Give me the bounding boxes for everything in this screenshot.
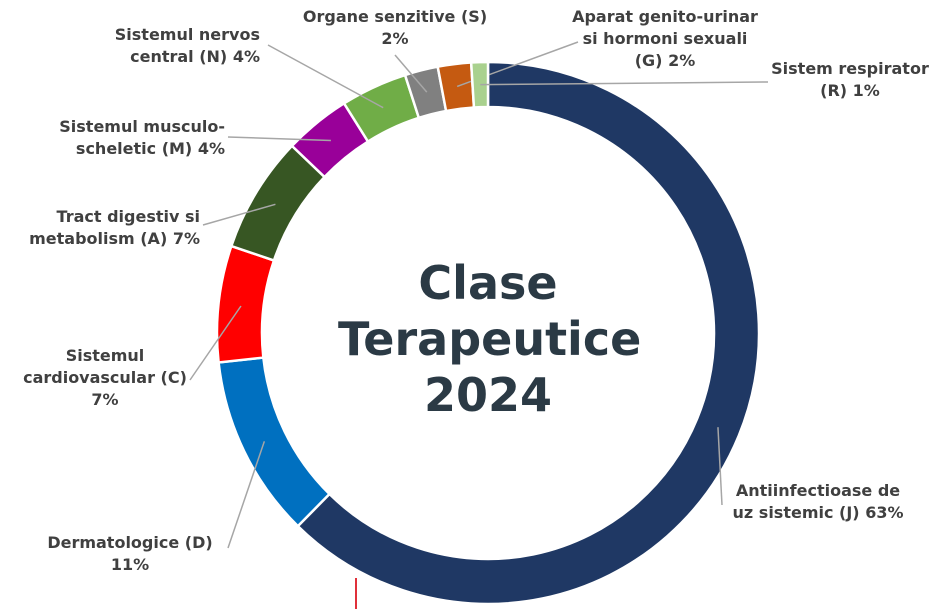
label-name: Antiinfectioase de uz sistemic (J) [732, 481, 901, 522]
label-name: Sistemul cardiovascular (C) [23, 346, 187, 387]
leader-line [480, 81, 769, 86]
label-name: Tract digestiv si metabolism (A) [29, 207, 200, 248]
label-value: 7% [172, 229, 200, 248]
leader-line [202, 203, 276, 226]
label-name: Dermatologice (D) [47, 533, 213, 552]
data-label: Sistemul cardiovascular (C) 7% [10, 345, 200, 411]
leader-line [717, 427, 723, 506]
label-value: 7% [91, 390, 119, 409]
data-label: Sistemul nervos central (N) 4% [60, 24, 260, 68]
leader-line [227, 136, 331, 142]
label-name: Aparat genito-urinar si hormoni sexuali … [572, 7, 758, 70]
chart-title: Clase Terapeutice 2024 [338, 256, 642, 422]
data-label: Sistemul musculo-scheletic (M) 4% [20, 116, 225, 160]
leader-line [267, 44, 384, 109]
donut-slice [215, 244, 276, 364]
label-value: 11% [110, 555, 150, 574]
label-value: 4% [232, 47, 260, 66]
data-label: Sistem respirator (R) 1% [760, 58, 936, 102]
label-name: Sistemul musculo-scheletic (M) [59, 117, 225, 158]
data-label: Dermatologice (D) 11% [30, 532, 230, 576]
label-value: 2% [381, 29, 409, 48]
leader-line [189, 305, 242, 381]
donut-slice [217, 356, 332, 528]
label-name: Sistemul nervos central (N) [114, 25, 260, 66]
data-label: Antiinfectioase de uz sistemic (J) 63% [728, 480, 908, 524]
label-value: 63% [865, 503, 904, 522]
leader-line [394, 54, 428, 93]
data-label: Aparat genito-urinar si hormoni sexuali … [570, 6, 760, 72]
label-name: Organe senzitive (S) [302, 7, 488, 26]
leader-line [227, 441, 266, 549]
data-label: Tract digestiv si metabolism (A) 7% [10, 206, 200, 250]
donut-slice [469, 60, 490, 109]
label-name: Sistem respirator (R) [771, 59, 929, 100]
donut-slice [296, 60, 761, 606]
label-value: 4% [197, 139, 225, 158]
label-value: 1% [852, 81, 880, 100]
label-value: 2% [668, 51, 696, 70]
data-label: Organe senzitive (S) 2% [300, 6, 490, 50]
